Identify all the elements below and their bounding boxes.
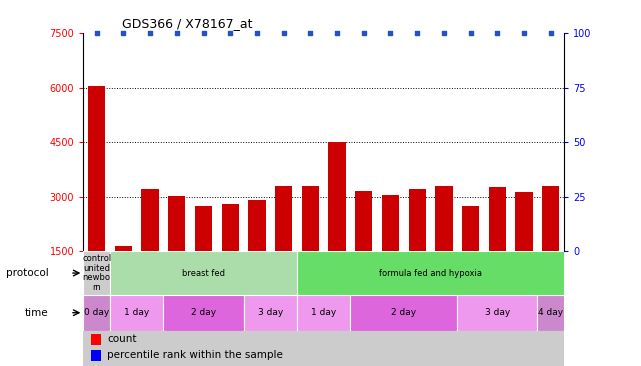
- Bar: [222, 204, 239, 306]
- Point: [439, 30, 449, 36]
- Bar: [110, 251, 297, 295]
- Bar: [515, 192, 533, 306]
- Point: [412, 30, 422, 36]
- Bar: [435, 186, 453, 306]
- Bar: [88, 86, 105, 306]
- Text: 0 day: 0 day: [84, 308, 110, 317]
- Point: [385, 30, 395, 36]
- Bar: [244, 295, 297, 330]
- Bar: [90, 334, 101, 345]
- Point: [545, 30, 556, 36]
- Text: count: count: [108, 335, 137, 344]
- Bar: [328, 142, 345, 306]
- Bar: [297, 295, 351, 330]
- Text: 1 day: 1 day: [124, 308, 149, 317]
- Point: [465, 30, 476, 36]
- Point: [252, 30, 262, 36]
- Bar: [195, 206, 212, 306]
- Bar: [83, 251, 110, 295]
- Text: 3 day: 3 day: [485, 308, 510, 317]
- Point: [359, 30, 369, 36]
- Point: [305, 30, 315, 36]
- Point: [519, 30, 529, 36]
- Bar: [142, 189, 159, 306]
- Text: breast fed: breast fed: [182, 269, 225, 277]
- Point: [279, 30, 289, 36]
- Point: [92, 30, 102, 36]
- Text: 3 day: 3 day: [258, 308, 283, 317]
- Bar: [83, 251, 564, 366]
- Bar: [537, 295, 564, 330]
- Bar: [275, 186, 292, 306]
- Point: [172, 30, 182, 36]
- Bar: [382, 195, 399, 306]
- Text: formula fed and hypoxia: formula fed and hypoxia: [379, 269, 482, 277]
- Text: percentile rank within the sample: percentile rank within the sample: [108, 350, 283, 361]
- Text: 2 day: 2 day: [191, 308, 216, 317]
- Bar: [83, 295, 110, 330]
- Bar: [457, 295, 537, 330]
- Bar: [248, 200, 265, 306]
- Point: [332, 30, 342, 36]
- Point: [145, 30, 155, 36]
- Point: [199, 30, 209, 36]
- Text: time: time: [25, 308, 49, 318]
- Text: control
united
newbo
rn: control united newbo rn: [82, 254, 112, 292]
- Bar: [110, 295, 163, 330]
- Text: 4 day: 4 day: [538, 308, 563, 317]
- Bar: [115, 246, 132, 306]
- Bar: [297, 251, 564, 295]
- Point: [492, 30, 503, 36]
- Bar: [163, 295, 244, 330]
- Bar: [408, 189, 426, 306]
- Bar: [542, 186, 560, 306]
- Bar: [488, 187, 506, 306]
- Bar: [351, 295, 457, 330]
- Text: protocol: protocol: [6, 268, 49, 278]
- Bar: [355, 191, 372, 306]
- Text: 2 day: 2 day: [391, 308, 417, 317]
- Bar: [302, 186, 319, 306]
- Text: GDS366 / X78167_at: GDS366 / X78167_at: [122, 17, 253, 30]
- Bar: [168, 196, 185, 306]
- Point: [225, 30, 235, 36]
- Point: [119, 30, 129, 36]
- Bar: [90, 350, 101, 361]
- Bar: [462, 206, 479, 306]
- Text: 1 day: 1 day: [311, 308, 337, 317]
